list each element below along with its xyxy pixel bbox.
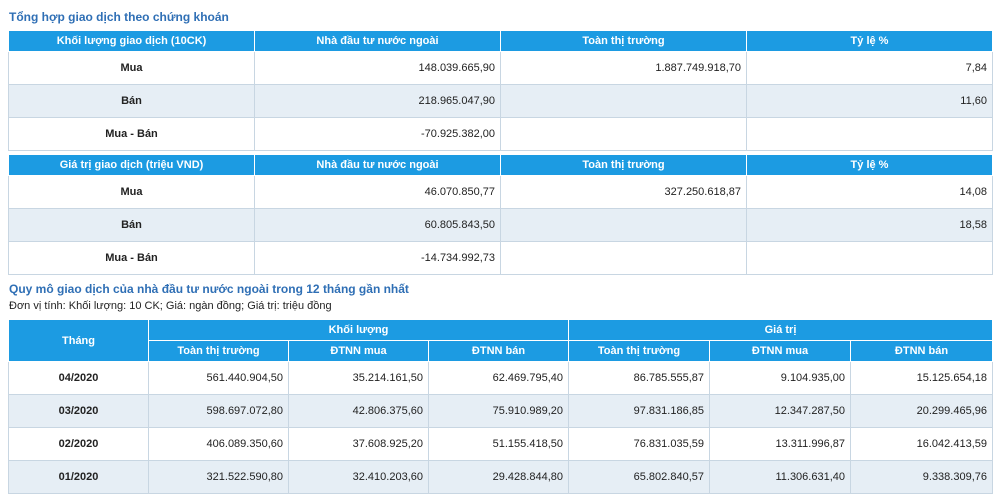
table-row: Bán 60.805.843,50 18,58 — [8, 208, 993, 242]
table-row: Bán 218.965.047,90 11,60 — [8, 84, 993, 118]
value-market-cell: 97.831.186,85 — [568, 394, 710, 428]
foreign-value: 60.805.843,50 — [254, 208, 501, 242]
ratio-value: 11,60 — [746, 84, 993, 118]
month-cell: 04/2020 — [8, 361, 149, 395]
col-header-volume-market: Toàn thị trường — [148, 340, 289, 362]
row-label: Mua - Bán — [8, 117, 255, 151]
col-header-market: Toàn thị trường — [500, 30, 747, 52]
ratio-value: 14,08 — [746, 175, 993, 209]
row-label: Mua — [8, 175, 255, 209]
ratio-value — [746, 117, 993, 151]
page-content: Tổng hợp giao dịch theo chứng khoán Khối… — [8, 0, 993, 494]
value-market-cell: 65.802.840,57 — [568, 460, 710, 494]
col-header-ratio: Tỷ lệ % — [746, 154, 993, 176]
month-cell: 02/2020 — [8, 427, 149, 461]
value-summary-table: Giá trị giao dịch (triệu VND) Nhà đầu tư… — [8, 154, 993, 275]
value-buy-cell: 12.347.287,50 — [709, 394, 851, 428]
col-header-foreign: Nhà đầu tư nước ngoài — [254, 30, 501, 52]
market-value: 327.250.618,87 — [500, 175, 747, 209]
volume-market-cell: 561.440.904,50 — [148, 361, 289, 395]
volume-summary-table: Khối lượng giao dịch (10CK) Nhà đầu tư n… — [8, 30, 993, 151]
month-cell: 01/2020 — [8, 460, 149, 494]
monthly-table: Tháng Khối lượng Giá trị Toàn thị trường… — [8, 319, 993, 494]
market-value — [500, 241, 747, 275]
row-label: Mua - Bán — [8, 241, 255, 275]
volume-buy-cell: 42.806.375,60 — [288, 394, 429, 428]
volume-sell-cell: 62.469.795,40 — [428, 361, 569, 395]
col-header-foreign: Nhà đầu tư nước ngoài — [254, 154, 501, 176]
ratio-value: 18,58 — [746, 208, 993, 242]
row-label: Mua — [8, 51, 255, 85]
table-row: Mua - Bán -14.734.992,73 — [8, 241, 993, 275]
col-header-volume: Khối lượng giao dịch (10CK) — [8, 30, 255, 52]
market-value: 1.887.749.918,70 — [500, 51, 747, 85]
summary-title: Tổng hợp giao dịch theo chứng khoán — [9, 10, 229, 24]
foreign-value: 218.965.047,90 — [254, 84, 501, 118]
col-header-value: Giá trị giao dịch (triệu VND) — [8, 154, 255, 176]
market-value — [500, 117, 747, 151]
table-row: 03/2020 598.697.072,80 42.806.375,60 75.… — [8, 394, 993, 428]
col-header-value-buy: ĐTNN mua — [709, 340, 851, 362]
volume-market-cell: 321.522.590,80 — [148, 460, 289, 494]
row-label: Bán — [8, 84, 255, 118]
value-buy-cell: 13.311.996,87 — [709, 427, 851, 461]
volume-market-cell: 406.089.350,60 — [148, 427, 289, 461]
col-header-volume-buy: ĐTNN mua — [288, 340, 429, 362]
value-sell-cell: 20.299.465,96 — [850, 394, 993, 428]
col-header-ratio: Tỷ lệ % — [746, 30, 993, 52]
monthly-title: Quy mô giao dịch của nhà đầu tư nước ngo… — [9, 282, 409, 296]
volume-buy-cell: 37.608.925,20 — [288, 427, 429, 461]
col-header-value-market: Toàn thị trường — [568, 340, 710, 362]
table-row: Mua 148.039.665,90 1.887.749.918,70 7,84 — [8, 51, 993, 85]
volume-sell-cell: 51.155.418,50 — [428, 427, 569, 461]
volume-market-cell: 598.697.072,80 — [148, 394, 289, 428]
value-sell-cell: 16.042.413,59 — [850, 427, 993, 461]
row-label: Bán — [8, 208, 255, 242]
volume-buy-cell: 35.214.161,50 — [288, 361, 429, 395]
foreign-value: 46.070.850,77 — [254, 175, 501, 209]
foreign-value: 148.039.665,90 — [254, 51, 501, 85]
col-group-volume: Khối lượng — [148, 319, 569, 341]
col-header-volume-sell: ĐTNN bán — [428, 340, 569, 362]
volume-buy-cell: 32.410.203,60 — [288, 460, 429, 494]
foreign-value: -70.925.382,00 — [254, 117, 501, 151]
volume-sell-cell: 75.910.989,20 — [428, 394, 569, 428]
ratio-value: 7,84 — [746, 51, 993, 85]
col-group-value: Giá trị — [568, 319, 993, 341]
volume-sell-cell: 29.428.844,80 — [428, 460, 569, 494]
unit-note: Đơn vị tính: Khối lượng: 10 CK; Giá: ngà… — [9, 300, 332, 312]
table-row: 01/2020 321.522.590,80 32.410.203,60 29.… — [8, 460, 993, 494]
table-row: 04/2020 561.440.904,50 35.214.161,50 62.… — [8, 361, 993, 395]
market-value — [500, 84, 747, 118]
value-buy-cell: 11.306.631,40 — [709, 460, 851, 494]
col-header-market: Toàn thị trường — [500, 154, 747, 176]
col-header-month: Tháng — [8, 319, 149, 362]
value-buy-cell: 9.104.935,00 — [709, 361, 851, 395]
value-market-cell: 86.785.555,87 — [568, 361, 710, 395]
table-row: Mua 46.070.850,77 327.250.618,87 14,08 — [8, 175, 993, 209]
month-cell: 03/2020 — [8, 394, 149, 428]
table-row: 02/2020 406.089.350,60 37.608.925,20 51.… — [8, 427, 993, 461]
ratio-value — [746, 241, 993, 275]
value-market-cell: 76.831.035,59 — [568, 427, 710, 461]
table-row: Mua - Bán -70.925.382,00 — [8, 117, 993, 151]
value-sell-cell: 15.125.654,18 — [850, 361, 993, 395]
value-sell-cell: 9.338.309,76 — [850, 460, 993, 494]
foreign-value: -14.734.992,73 — [254, 241, 501, 275]
market-value — [500, 208, 747, 242]
col-header-value-sell: ĐTNN bán — [850, 340, 993, 362]
